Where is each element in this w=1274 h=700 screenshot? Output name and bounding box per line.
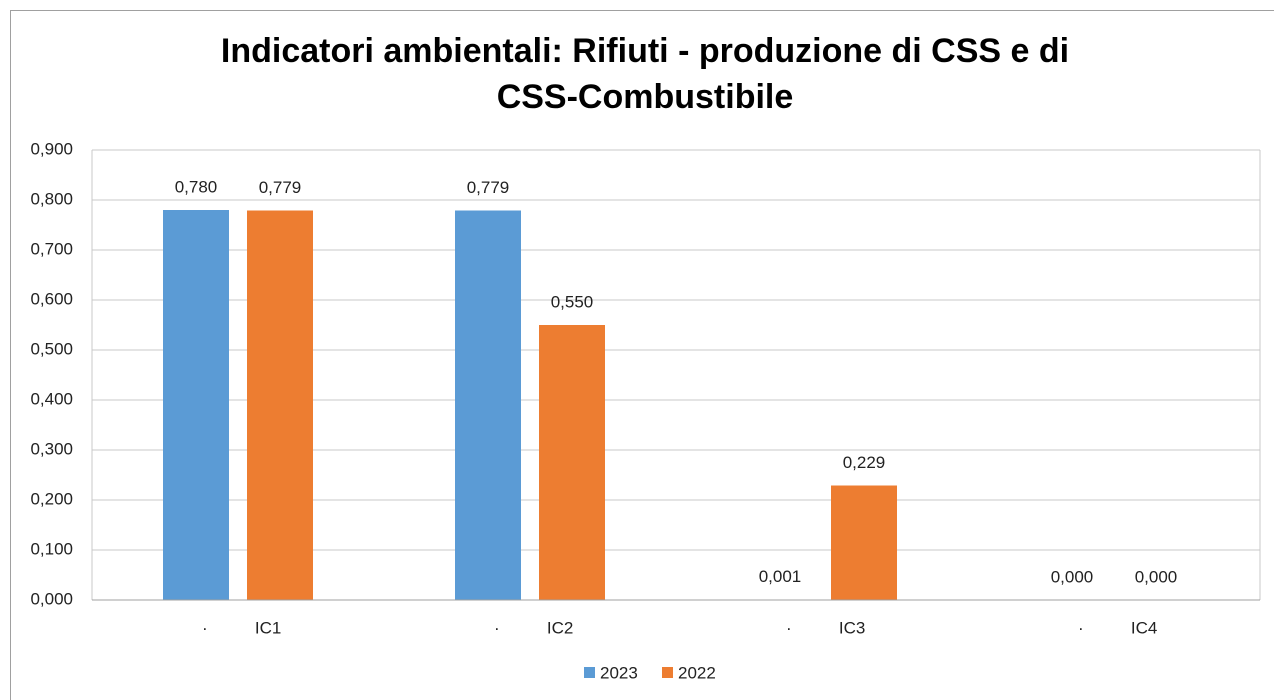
legend-label: 2022 [678, 663, 716, 682]
y-tick-label: 0,800 [30, 189, 73, 208]
data-label: 0,780 [175, 177, 218, 196]
y-tick-label: 0,900 [30, 139, 73, 158]
bar [831, 485, 897, 600]
x-tick-label: · IC3 [786, 618, 865, 637]
chart-title: Indicatori ambientali: Rifiuti - produzi… [220, 32, 1070, 116]
bar [455, 210, 521, 600]
data-label: 0,550 [551, 292, 594, 311]
data-label: 0,000 [1135, 567, 1178, 586]
data-label: 0,229 [843, 453, 886, 472]
x-tick-label: · IC1 [202, 618, 281, 637]
x-tick-label: · IC4 [1078, 618, 1157, 637]
data-label: 0,000 [1051, 567, 1094, 586]
legend-swatch [662, 667, 673, 678]
data-label: 0,779 [467, 178, 510, 197]
bar [163, 210, 229, 600]
y-tick-label: 0,300 [30, 439, 73, 458]
y-tick-label: 0,000 [30, 589, 73, 608]
bar [247, 210, 313, 600]
y-tick-label: 0,100 [30, 539, 73, 558]
y-tick-label: 0,500 [30, 339, 73, 358]
y-tick-label: 0,600 [30, 289, 73, 308]
legend-label: 2023 [600, 663, 638, 682]
data-label: 0,779 [259, 178, 302, 197]
data-label: 0,001 [759, 567, 802, 586]
y-tick-label: 0,700 [30, 239, 73, 258]
x-tick-label: · IC2 [494, 618, 573, 637]
legend-swatch [584, 667, 595, 678]
bar [539, 325, 605, 600]
y-tick-label: 0,200 [30, 489, 73, 508]
y-tick-label: 0,400 [30, 389, 73, 408]
